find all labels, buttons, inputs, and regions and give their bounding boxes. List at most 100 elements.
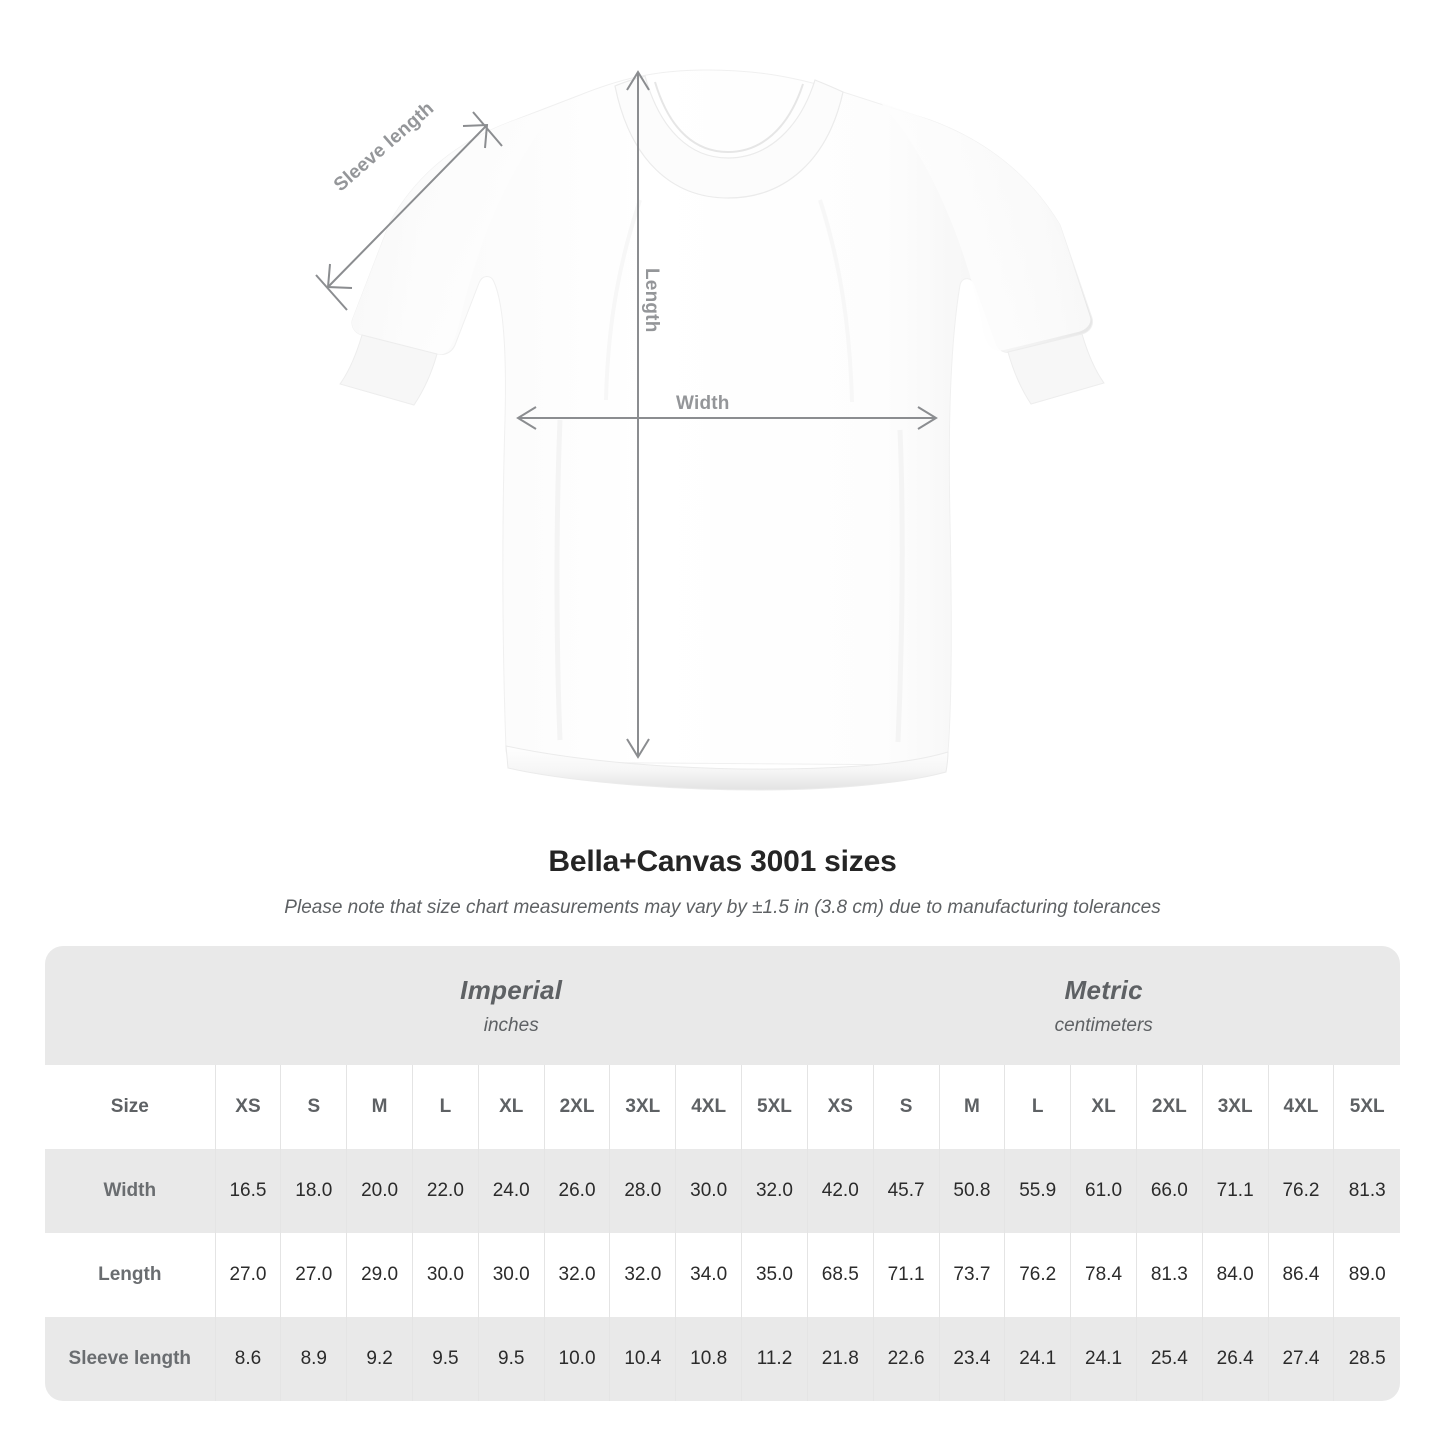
unit-name: Metric: [1064, 974, 1143, 1005]
size-column-header: 5XL: [1333, 1065, 1400, 1149]
measurement-cell: 55.9: [1004, 1149, 1071, 1233]
sleeve-arrow-head-top: [462, 123, 489, 149]
size-column-header: M: [346, 1065, 413, 1149]
measurement-cell: 24.1: [1004, 1317, 1071, 1401]
measurement-cell: 71.1: [872, 1233, 940, 1317]
measurement-cell: 30.0: [675, 1149, 742, 1233]
measurement-cell: 10.8: [675, 1317, 742, 1401]
measurement-cell: 26.4: [1201, 1317, 1269, 1401]
size-column-header: 4XL: [1267, 1065, 1334, 1149]
unit-subtitle: centimeters: [1054, 1014, 1153, 1036]
unit-header-imperial: Imperial inches: [215, 946, 808, 1065]
measurement-cell: 71.1: [1201, 1149, 1269, 1233]
measurement-cell: 32.0: [543, 1233, 610, 1317]
page-title: Bella+Canvas 3001 sizes: [548, 845, 897, 878]
size-column-header: 3XL: [609, 1065, 676, 1149]
measurement-cell: 26.0: [543, 1149, 610, 1233]
measurement-cell: 24.0: [477, 1149, 545, 1233]
size-column-header: M: [938, 1065, 1005, 1149]
size-column-header: L: [1004, 1065, 1071, 1149]
size-column-header: 2XL: [1135, 1065, 1203, 1149]
measurement-cell: 9.2: [346, 1317, 413, 1401]
row-label: Length: [98, 1264, 162, 1285]
measurement-cell: 30.0: [412, 1233, 479, 1317]
measurement-cell: 66.0: [1135, 1149, 1203, 1233]
sleeve-arrow-line: [327, 124, 488, 288]
measurement-cell: 20.0: [346, 1149, 413, 1233]
measurement-cell: 8.6: [214, 1317, 281, 1401]
measurement-cell: 76.2: [1004, 1233, 1071, 1317]
size-corner-label: Size: [110, 1096, 149, 1117]
size-table: Imperial inches Metric centimeters Size XS S M L…: [45, 946, 1400, 1401]
measurement-arrows: [315, 70, 938, 759]
unit-header-row: Imperial inches Metric centimeters: [45, 946, 1400, 1065]
size-column-header: S: [280, 1065, 347, 1149]
measurement-cell: 45.7: [872, 1149, 940, 1233]
size-table-container: Imperial inches Metric centimeters Size XS S M L…: [45, 946, 1400, 1401]
measurement-cell: 30.0: [477, 1233, 545, 1317]
measurement-cell: 9.5: [477, 1317, 545, 1401]
row-label: Sleeve length: [68, 1348, 192, 1369]
measurement-cell: 10.4: [609, 1317, 676, 1401]
width-arrow-head-left: [516, 406, 537, 430]
size-column-header: XL: [1070, 1065, 1137, 1149]
measurement-cell: 81.3: [1135, 1233, 1203, 1317]
width-label: Width: [676, 393, 730, 414]
unit-header-metric: Metric centimeters: [807, 946, 1400, 1065]
sleeve-cap-top: [472, 111, 503, 147]
measurement-cell: 24.1: [1070, 1317, 1137, 1401]
measurement-cell: 76.2: [1267, 1149, 1334, 1233]
size-column-header: 4XL: [675, 1065, 742, 1149]
measurement-cell: 35.0: [741, 1233, 808, 1317]
sleeve-arrow-head-bottom: [326, 263, 353, 289]
measurement-cell: 34.0: [675, 1233, 742, 1317]
measurement-cell: 22.0: [412, 1149, 479, 1233]
measurement-cell: 23.4: [938, 1317, 1005, 1401]
garment-diagram: Sleeve length Length Width: [315, 69, 1105, 791]
table-row: Sleeve length 8.6 8.9 9.2 9.5 9.5 10.0 10.4 10.8…: [45, 1317, 1400, 1401]
size-column-header: 5XL: [741, 1065, 808, 1149]
measurement-cell: 27.0: [280, 1233, 347, 1317]
measurement-cell: 8.9: [280, 1317, 347, 1401]
measurement-cell: 9.5: [412, 1317, 479, 1401]
size-column-header: 2XL: [543, 1065, 610, 1149]
sleeve-cap-bottom: [315, 274, 348, 311]
size-column-header: XS: [806, 1065, 874, 1149]
measurement-cell: 21.8: [806, 1317, 874, 1401]
measurement-cell: 27.4: [1267, 1317, 1334, 1401]
measurement-cell: 10.0: [543, 1317, 610, 1401]
size-column-header: S: [872, 1065, 940, 1149]
measurement-cell: 84.0: [1201, 1233, 1269, 1317]
measurement-cell: 28.5: [1333, 1317, 1400, 1401]
measurement-cell: 29.0: [346, 1233, 413, 1317]
measurement-cell: 68.5: [806, 1233, 874, 1317]
measurement-cell: 73.7: [938, 1233, 1005, 1317]
length-arrow-head-bottom: [626, 738, 650, 759]
table-row: Length 27.0 27.0 29.0 30.0 30.0 32.0 32.0 34.0 35…: [45, 1233, 1400, 1317]
size-column-header: 3XL: [1201, 1065, 1269, 1149]
unit-subtitle: inches: [483, 1014, 539, 1036]
measurement-cell: 61.0: [1070, 1149, 1137, 1233]
measurement-cell: 16.5: [214, 1149, 281, 1233]
length-arrow-head-top: [626, 70, 650, 91]
tolerance-note: Please note that size chart measurements…: [284, 897, 1161, 918]
unit-name: Imperial: [460, 974, 563, 1005]
size-column-header: XS: [214, 1065, 281, 1149]
measurement-cell: 86.4: [1267, 1233, 1334, 1317]
measurement-cell: 50.8: [938, 1149, 1005, 1233]
measurement-cell: 27.0: [214, 1233, 281, 1317]
row-label: Width: [103, 1180, 157, 1201]
length-label: Length: [641, 268, 662, 333]
measurement-cell: 25.4: [1135, 1317, 1203, 1401]
unit-header-blank: [45, 946, 216, 1065]
measurement-cell: 42.0: [806, 1149, 874, 1233]
size-header-row: Size XS S M L XL 2XL 3XL 4XL 5XL XS S M L XL 2XL 3XL 4XL 5…: [45, 1065, 1400, 1149]
table-row: Width 16.5 18.0 20.0 22.0 24.0 26.0 28.0 30.0 32.…: [45, 1149, 1400, 1233]
title-block: Bella+Canvas 3001 sizes Please note that…: [0, 845, 1445, 919]
measurement-cell: 89.0: [1333, 1233, 1400, 1317]
measurement-cell: 22.6: [872, 1317, 940, 1401]
measurement-cell: 32.0: [609, 1233, 676, 1317]
measurement-cell: 78.4: [1070, 1233, 1137, 1317]
size-column-header: XL: [477, 1065, 545, 1149]
